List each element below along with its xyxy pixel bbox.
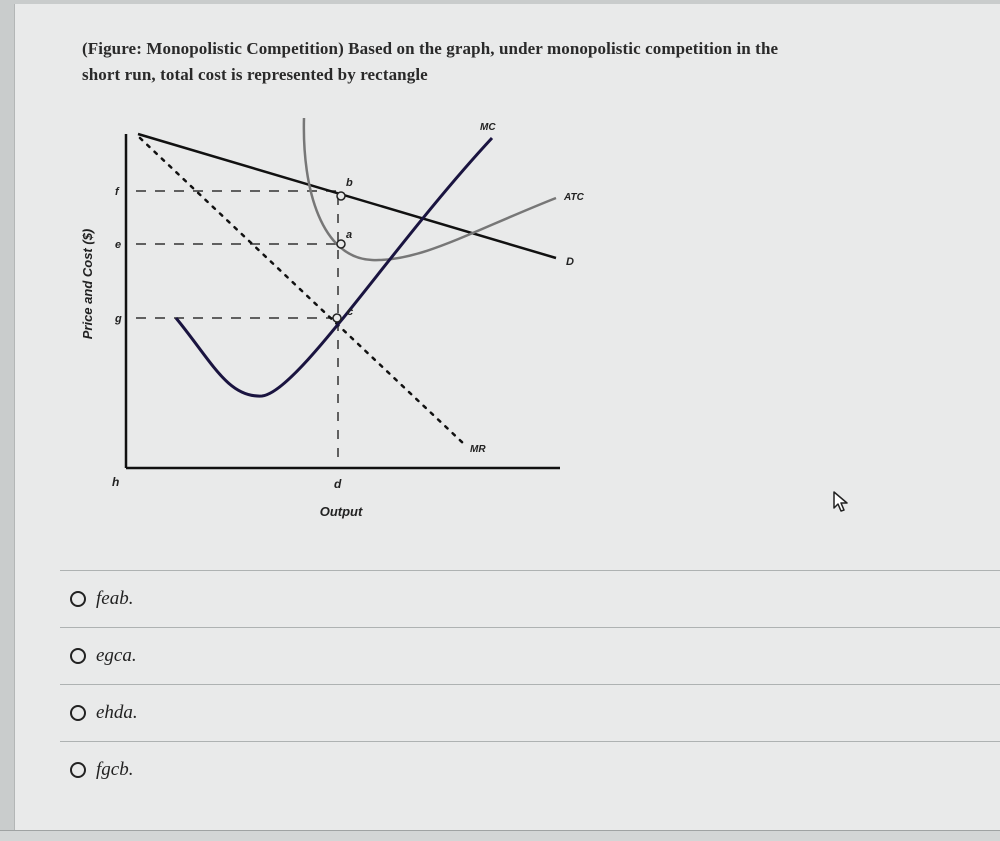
label-c: c	[347, 306, 353, 318]
point-a	[336, 239, 346, 249]
radio-icon[interactable]	[70, 762, 86, 778]
label-mc: MC	[480, 122, 496, 133]
option-2[interactable]: egca.	[60, 627, 1000, 684]
option-3[interactable]: ehda.	[60, 684, 1000, 741]
option-2-label: egca.	[96, 645, 137, 666]
y-axis-title: Price and Cost ($)	[80, 229, 95, 340]
option-1[interactable]: feab.	[60, 570, 1000, 627]
radio-icon[interactable]	[70, 648, 86, 664]
radio-icon[interactable]	[70, 705, 86, 721]
monopolistic-competition-graph: Price and Cost ($) Output f e g h d b a …	[80, 117, 585, 519]
label-mr: MR	[470, 444, 486, 455]
bottom-strip	[0, 830, 1000, 841]
question-text: (Figure: Monopolistic Competition) Based…	[82, 36, 982, 88]
x-label-h: h	[112, 475, 119, 489]
question-card	[14, 4, 1000, 830]
y-label-e: e	[115, 239, 121, 251]
y-label-f: f	[115, 186, 120, 198]
label-atc: ATC	[563, 192, 585, 203]
demand-curve	[137, 132, 557, 260]
y-label-g: g	[114, 313, 122, 325]
question-line-2: short run, total cost is represented by …	[82, 65, 428, 84]
option-3-label: ehda.	[96, 702, 138, 723]
x-label-d: d	[334, 477, 342, 491]
mouse-cursor-icon	[833, 491, 848, 512]
point-c	[332, 313, 342, 323]
label-d: D	[566, 256, 574, 268]
mr-curve	[138, 136, 466, 446]
point-b	[336, 191, 346, 201]
atc-curve	[302, 117, 557, 262]
option-1-label: feab.	[96, 588, 134, 609]
radio-icon[interactable]	[70, 591, 86, 607]
option-4[interactable]: fgcb.	[60, 741, 1000, 798]
label-a: a	[346, 229, 352, 241]
x-axis-title: Output	[320, 504, 363, 519]
option-4-label: fgcb.	[96, 759, 134, 780]
question-line-1: (Figure: Monopolistic Competition) Based…	[82, 39, 779, 58]
label-b: b	[346, 177, 353, 189]
mc-curve	[174, 136, 494, 398]
